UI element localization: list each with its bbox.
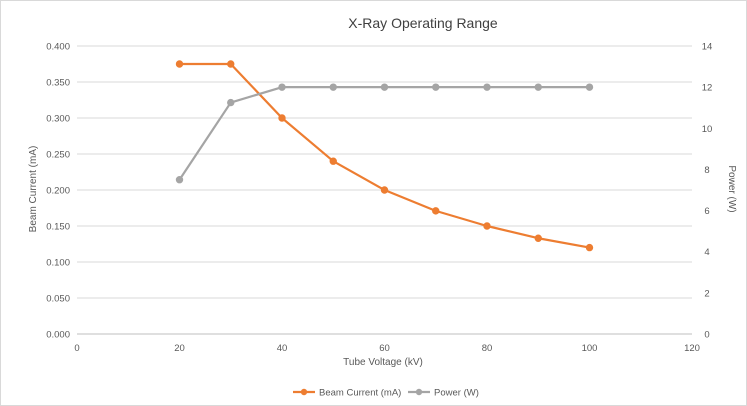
y-tick-label: 0.000	[46, 330, 70, 341]
power-w-point	[175, 176, 184, 184]
legend-item-power-w: Power (W)	[408, 388, 479, 399]
legend-marker-beam-current-ma	[300, 388, 308, 396]
y-tick-label: 0.250	[46, 150, 70, 161]
power-w-point	[483, 83, 491, 91]
beam-current-ma-point	[175, 60, 184, 68]
series-layer	[175, 60, 594, 252]
x-tick-label: 100	[582, 343, 598, 354]
power-w-point	[278, 83, 286, 91]
beam-current-ma-point	[483, 222, 491, 230]
x-tick-label: 20	[174, 343, 185, 354]
power-w-point	[329, 83, 337, 91]
gridlines	[77, 45, 692, 299]
legend-item-beam-current-ma: Beam Current (mA)	[293, 388, 401, 399]
beam-current-ma-line	[179, 62, 590, 249]
y2-tick-label: 14	[702, 42, 713, 53]
x-axis-title: Tube Voltage (kV)	[343, 357, 423, 368]
power-w-point	[432, 83, 440, 91]
x-tick-label: 120	[684, 343, 700, 354]
beam-current-ma-point	[432, 207, 440, 215]
legend-label-beam-current-ma: Beam Current (mA)	[319, 388, 401, 399]
x-tick-label: 80	[482, 343, 493, 354]
y-tick-label: 0.100	[46, 258, 70, 269]
beam-current-ma-point	[534, 234, 542, 242]
legend-marker-power-w	[415, 388, 423, 396]
y2-tick-label: 8	[704, 165, 709, 176]
tick-labels: 0.000 0.050 0.100 0.150 0.200 0.250 0.300 0.350…	[46, 42, 712, 355]
legend: Beam Current (mA) Power (W)	[293, 388, 479, 399]
legend-label-power-w: Power (W)	[434, 388, 479, 399]
beam-current-ma-point	[278, 114, 286, 122]
beam-current-ma-point	[227, 60, 235, 68]
y-tick-label: 0.400	[46, 42, 70, 53]
beam-current-ma-point	[329, 157, 337, 165]
beam-current-ma-point	[380, 186, 389, 194]
y2-tick-label: 2	[704, 288, 709, 299]
x-tick-label: 0	[74, 343, 79, 354]
power-w-point	[380, 83, 389, 91]
y2-tick-label: 12	[702, 83, 713, 94]
y-axis-title: Beam Current (mA)	[28, 146, 39, 233]
power-w-point	[227, 98, 235, 107]
x-tick-label: 40	[277, 343, 288, 354]
chart-title: X-Ray Operating Range	[348, 15, 498, 31]
y-tick-label: 0.150	[46, 222, 70, 233]
y2-tick-label: 6	[704, 206, 709, 217]
y-tick-label: 0.050	[46, 294, 70, 305]
y-tick-label: 0.300	[46, 114, 70, 125]
beam-current-ma-point	[585, 243, 594, 252]
power-w-point	[534, 83, 542, 91]
y2-tick-label: 0	[704, 330, 709, 341]
y2-axis-title: Power (W)	[726, 165, 737, 212]
x-tick-label: 60	[379, 343, 390, 354]
power-w-point	[585, 83, 594, 91]
power-w-line	[178, 86, 590, 181]
y2-tick-label: 10	[702, 124, 713, 135]
y2-tick-label: 4	[704, 247, 709, 258]
y-tick-label: 0.200	[46, 186, 70, 197]
y-tick-label: 0.350	[46, 78, 70, 89]
